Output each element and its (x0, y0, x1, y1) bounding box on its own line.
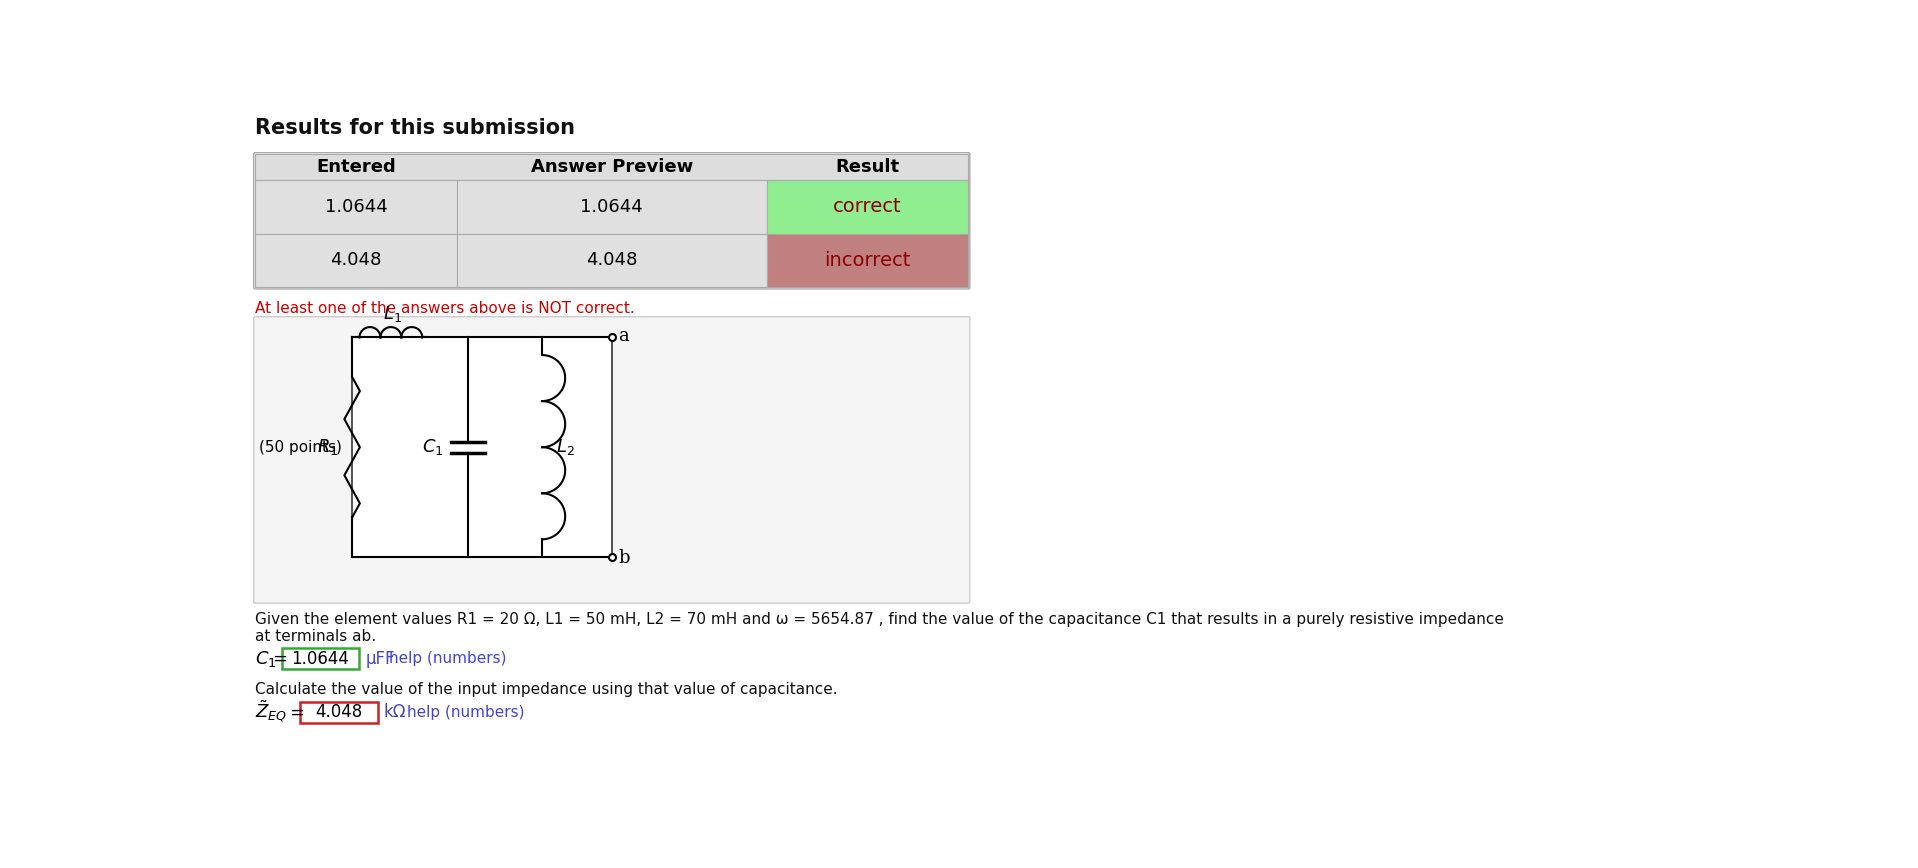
Text: incorrect: incorrect (825, 251, 911, 270)
Text: 1.0644: 1.0644 (292, 649, 349, 667)
Text: help (numbers): help (numbers) (389, 651, 506, 666)
Text: help (numbers): help (numbers) (407, 705, 526, 720)
Text: Results for this submission: Results for this submission (255, 118, 575, 138)
Text: $L_1$: $L_1$ (384, 304, 403, 324)
Text: kΩ: kΩ (384, 703, 407, 721)
Bar (255, 180, 456, 233)
Text: at terminals ab.: at terminals ab. (255, 629, 376, 644)
Text: $R_1$: $R_1$ (316, 437, 338, 457)
Text: $C_1$: $C_1$ (255, 648, 276, 668)
FancyBboxPatch shape (301, 701, 378, 723)
Text: Given the element values R1 = 20 Ω, L1 = 50 mH, L2 = 70 mH and ω = 5654.87 , fin: Given the element values R1 = 20 Ω, L1 =… (255, 612, 1504, 628)
Text: At least one of the answers above is NOT correct.: At least one of the answers above is NOT… (255, 301, 635, 316)
Text: $L_2$: $L_2$ (556, 437, 575, 457)
Bar (767, 180, 969, 233)
Bar (456, 180, 767, 233)
Text: Result: Result (836, 158, 900, 176)
FancyBboxPatch shape (282, 648, 359, 669)
Text: 4.048: 4.048 (330, 252, 382, 269)
Text: a: a (618, 327, 629, 345)
FancyBboxPatch shape (253, 317, 971, 603)
Bar (767, 233, 969, 287)
Bar (255, 233, 456, 287)
Text: μFF: μFF (364, 649, 395, 667)
Text: Answer Preview: Answer Preview (531, 158, 692, 176)
Text: =: = (272, 649, 288, 667)
Text: correct: correct (832, 197, 901, 216)
Text: 1.0644: 1.0644 (324, 198, 387, 215)
Text: Entered: Entered (316, 158, 395, 176)
Text: Calculate the value of the input impedance using that value of capacitance.: Calculate the value of the input impedan… (255, 681, 838, 697)
Text: (50 points): (50 points) (259, 440, 341, 455)
Text: $C_1$: $C_1$ (422, 437, 443, 457)
Bar (353, 338, 612, 557)
Bar (255, 155, 969, 180)
Bar (456, 233, 767, 287)
Text: b: b (618, 549, 629, 568)
Text: =: = (290, 703, 305, 721)
Text: $\tilde{Z}_{EQ}$: $\tilde{Z}_{EQ}$ (255, 700, 288, 726)
Text: 4.048: 4.048 (587, 252, 637, 269)
Text: 4.048: 4.048 (315, 703, 363, 721)
Text: 1.0644: 1.0644 (581, 198, 643, 215)
